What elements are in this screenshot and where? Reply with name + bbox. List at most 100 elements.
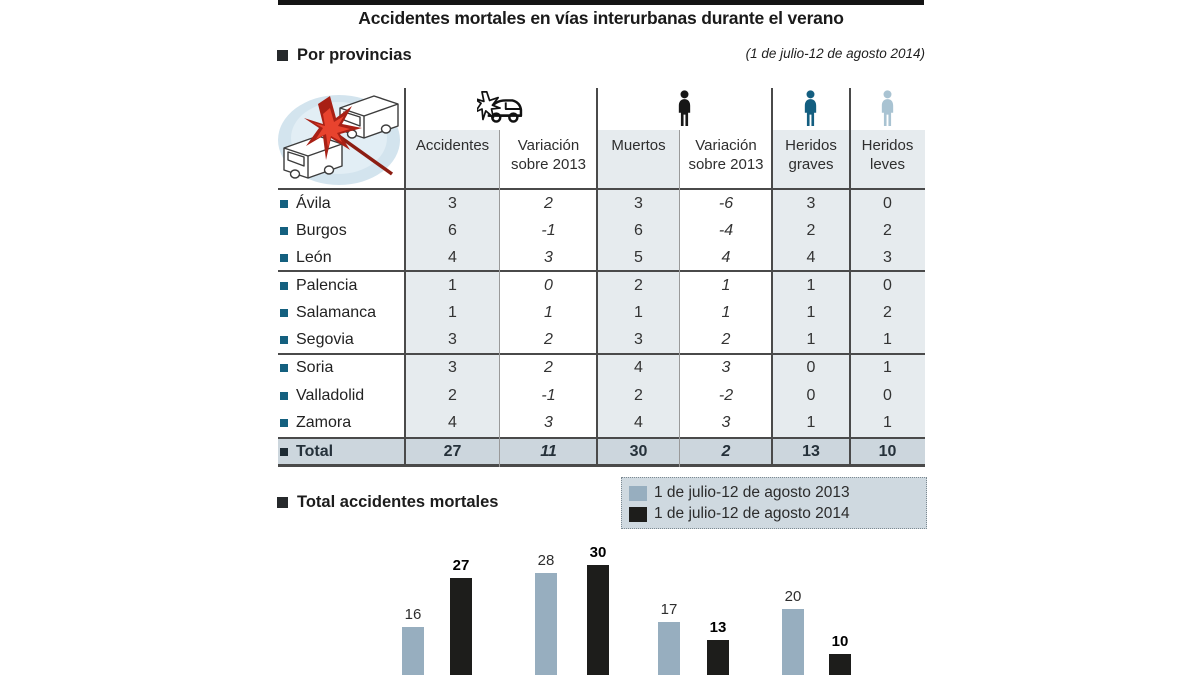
province-name-cell: Salamanca [278, 300, 405, 327]
legend-swatch [629, 485, 647, 501]
table-row: Salamanca 1 1 1 1 1 2 [278, 299, 925, 328]
table-cell: 3 [544, 248, 553, 266]
table-cell: 3 [597, 327, 680, 353]
bar-2014 [587, 564, 609, 675]
column-header-muertos: Muertos [597, 130, 680, 188]
table-cell: 3 [405, 354, 500, 383]
province-name-cell: Segovia [278, 327, 405, 352]
table-header-row: Accidentes Variación sobre 2013 Muertos … [278, 130, 925, 190]
table-cell: 1 [772, 272, 850, 300]
total-accidentes: 27 [443, 442, 462, 460]
province-bullet-icon [280, 282, 288, 291]
table-row: Segovia 3 2 3 2 1 1 [278, 327, 925, 355]
bar-2014 [450, 577, 472, 675]
province-bullet-icon [280, 253, 288, 262]
table-cell: 2 [772, 217, 850, 245]
province-label: Valladolid [296, 386, 365, 404]
table-cell: 5 [597, 244, 680, 271]
province-name-cell: Palencia [278, 272, 405, 299]
legend-item-2014: 1 de julio-12 de agosto 2014 [629, 504, 919, 524]
provinces-table: Accidentes Variación sobre 2013 Muertos … [278, 88, 925, 467]
table-cell: 1 [721, 304, 731, 322]
column-divider [596, 88, 598, 467]
table-body: Ávila 3 2 3 -6 3 0 Burgos 6 -1 6 -4 2 2 León 4 3 5 4 4 3 Pale… [278, 190, 925, 437]
table-cell: 1 [850, 409, 925, 437]
table-cell: 4 [597, 354, 680, 383]
province-name-cell: Burgos [278, 217, 405, 244]
province-bullet-icon [280, 227, 288, 236]
bar-value-label: 27 [452, 556, 470, 574]
table-cell: 3 [405, 190, 500, 218]
table-cell: 3 [544, 414, 553, 432]
table-cell: 2 [597, 382, 680, 410]
table-row: Palencia 1 0 2 1 1 0 [278, 272, 925, 300]
table-cell: 4 [405, 409, 500, 437]
bar-value-label: 13 [709, 619, 727, 637]
table-cell: 1 [405, 272, 500, 300]
table-cell: 3 [721, 359, 731, 377]
table-cell: -1 [541, 222, 556, 240]
table-cell: 2 [850, 217, 925, 245]
car-accident-icon [473, 90, 525, 133]
table-cell: 1 [772, 327, 850, 353]
column-divider [771, 88, 773, 467]
column-header-heridos-graves: Heridos graves [772, 130, 850, 188]
table-row: Valladolid 2 -1 2 -2 0 0 [278, 382, 925, 410]
column-divider [404, 88, 406, 467]
table-icon-band [278, 88, 925, 130]
province-bullet-icon [280, 335, 288, 344]
province-label: Ávila [296, 194, 331, 212]
table-cell: 2 [597, 272, 680, 300]
table-cell: 6 [405, 217, 500, 245]
provinces-section-header: Por provincias [277, 46, 412, 65]
table-cell: 1 [405, 299, 500, 328]
table-cell: 2 [405, 382, 500, 410]
person-darkblue-icon [802, 90, 819, 133]
table-cell: 4 [405, 244, 500, 271]
table-cell: -4 [718, 222, 734, 240]
province-label: Burgos [296, 222, 347, 240]
table-cell: 6 [597, 217, 680, 245]
province-bullet-icon [280, 364, 288, 373]
table-total-row: Total 27 11 30 2 13 10 [278, 437, 925, 467]
total-heridos-leves: 10 [878, 442, 897, 460]
table-cell: 2 [721, 330, 731, 348]
province-bullet-icon [280, 199, 288, 208]
province-label: Salamanca [296, 304, 377, 322]
province-label: Zamora [296, 414, 352, 432]
column-header-variacion-muertos: Variación sobre 2013 [688, 137, 764, 173]
table-cell: 3 [850, 244, 925, 271]
province-label: León [296, 248, 332, 266]
province-bullet-icon [280, 391, 288, 400]
table-row: León 4 3 5 4 4 3 [278, 244, 925, 273]
bar-2014 [707, 640, 729, 675]
table-cell: 0 [850, 272, 925, 300]
legend-swatch [629, 506, 647, 522]
table-cell: 2 [544, 330, 553, 348]
column-divider [849, 88, 851, 467]
table-row: Ávila 3 2 3 -6 3 0 [278, 190, 925, 218]
table-cell: 1 [850, 327, 925, 353]
province-label: Palencia [296, 277, 358, 295]
table-cell: 3 [597, 190, 680, 218]
province-name-cell: Soria [278, 355, 405, 382]
person-lightblue-icon [879, 90, 896, 133]
date-range-note: (1 de julio-12 de agosto 2014) [745, 46, 925, 61]
bar-value-label: 20 [784, 588, 802, 605]
provinces-section-label: Por provincias [297, 46, 412, 64]
legend-label: 1 de julio-12 de agosto 2014 [654, 505, 850, 522]
bar-chart: 16 28 17 20 27 30 13 10 [390, 545, 870, 675]
table-row: Soria 3 2 4 3 0 1 [278, 354, 925, 383]
table-cell: 2 [850, 299, 925, 328]
table-cell: 2 [544, 194, 553, 212]
table-cell: 0 [772, 382, 850, 410]
table-cell: 0 [544, 277, 553, 295]
table-cell: 3 [721, 414, 731, 432]
table-cell: 4 [772, 244, 850, 271]
province-bullet-icon [280, 419, 288, 428]
total-bullet-icon [280, 447, 288, 456]
table-cell: 3 [772, 190, 850, 218]
table-cell: 4 [597, 409, 680, 437]
table-cell: -6 [718, 194, 734, 212]
